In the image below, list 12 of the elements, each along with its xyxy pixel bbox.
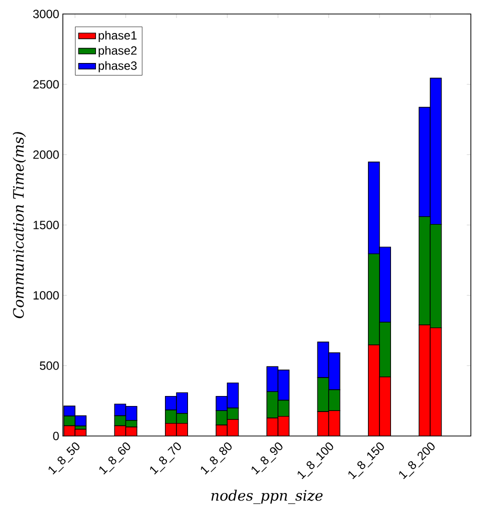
legend-label: phase3 (98, 61, 137, 72)
x-axis-title: nodes_ppn_size (211, 490, 323, 504)
y-tick-label: 2500 (33, 80, 59, 89)
legend-label: phase1 (98, 30, 137, 42)
y-tick-label: 500 (40, 361, 59, 370)
y-axis-title: Communication Time(ms) (12, 132, 26, 318)
y-tick-label: 1000 (34, 291, 59, 300)
y-tick-label: 3000 (33, 10, 59, 18)
y-tick-label: 2000 (33, 150, 59, 159)
y-tick-label: 0 (53, 432, 59, 440)
legend-label: phase2 (98, 46, 137, 58)
y-tick-label: 1500 (34, 220, 59, 230)
